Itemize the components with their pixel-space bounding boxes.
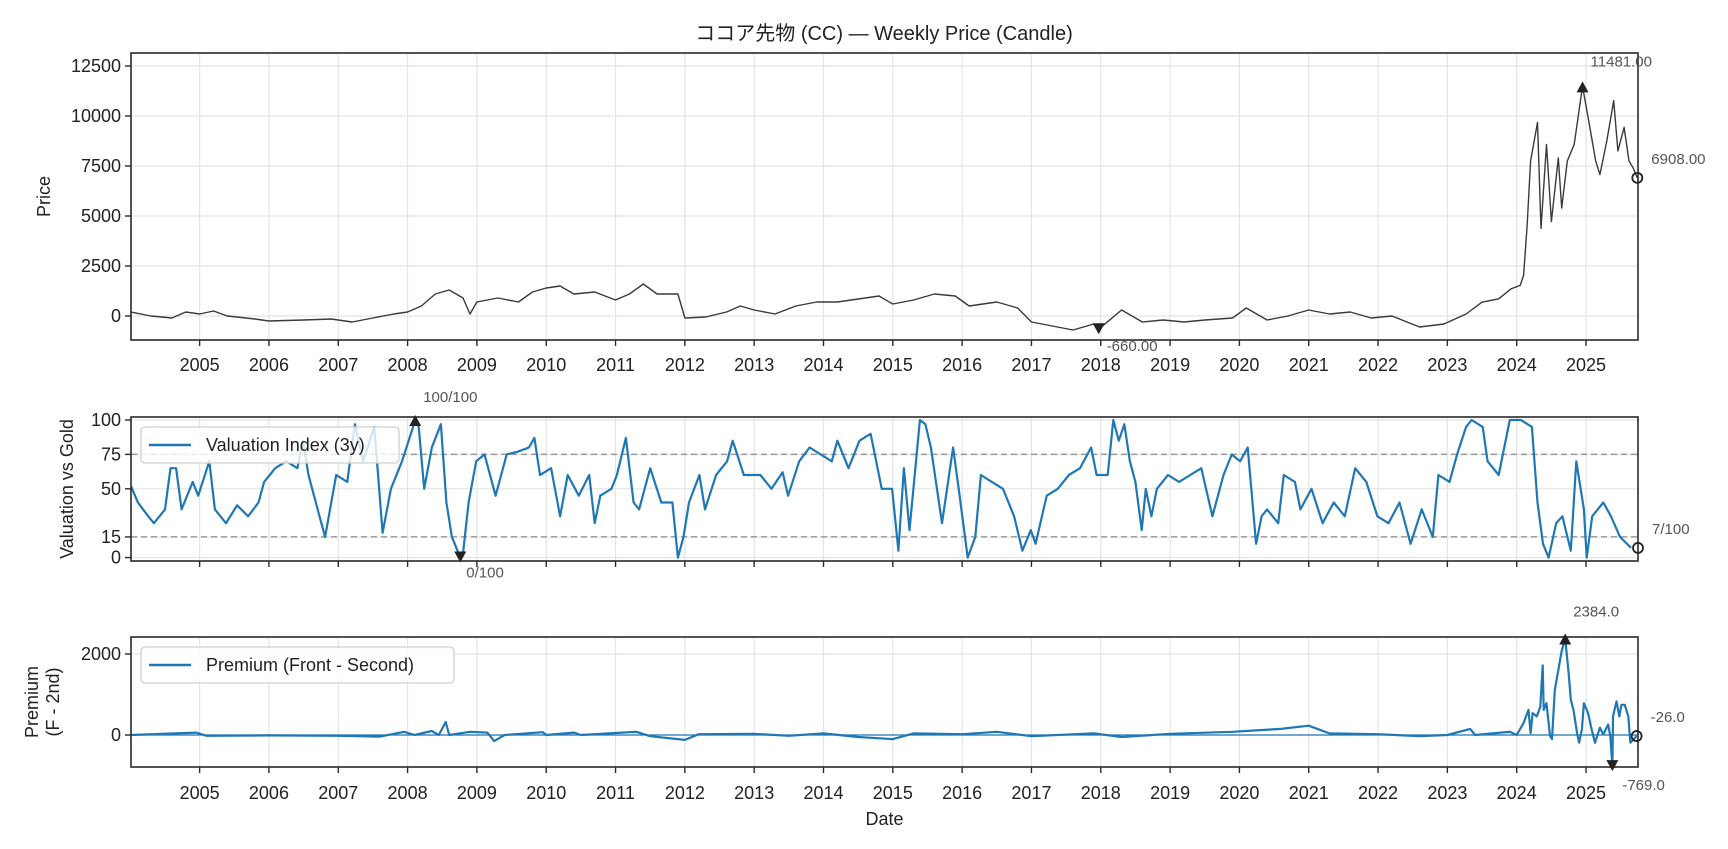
y-tick-label: 0 <box>111 548 121 568</box>
price-series-line <box>131 85 1638 331</box>
y-tick-label: 15 <box>101 527 121 547</box>
x-tick-label: 2005 <box>180 355 220 375</box>
x-tick-label: 2013 <box>734 783 774 803</box>
legend-label: Valuation Index (3y) <box>206 435 365 455</box>
last-value-marker-circle-icon <box>1630 730 1643 742</box>
y-tick-label: 0 <box>111 306 121 326</box>
y-tick-label: 7500 <box>81 156 121 176</box>
legend-label: Premium (Front - Second) <box>206 655 414 675</box>
legend-box <box>140 646 455 684</box>
min-annotation-label: -660.00 <box>1107 338 1158 355</box>
x-tick-label: 2011 <box>596 355 635 375</box>
y-tick-label: 100 <box>91 410 121 430</box>
x-tick-label: 2018 <box>1081 355 1121 375</box>
x-tick-label: 2017 <box>1011 355 1051 375</box>
last-annotation-label: -26.0 <box>1651 709 1685 726</box>
x-tick-label: 2011 <box>596 783 635 803</box>
max-annotation-label: 100/100 <box>423 389 477 406</box>
y-axis-label: Premium <box>22 666 42 738</box>
x-tick-label: 2020 <box>1219 783 1259 803</box>
x-tick-label: 2010 <box>526 783 566 803</box>
x-tick-label: 2012 <box>665 355 705 375</box>
x-tick-label: 2007 <box>318 355 358 375</box>
y-tick-label: 10000 <box>71 106 121 126</box>
last-value-marker-circle-icon <box>1632 542 1644 554</box>
x-tick-label: 2018 <box>1081 783 1121 803</box>
x-tick-label: 2012 <box>665 783 705 803</box>
y-tick-label: 12500 <box>71 56 121 76</box>
max-annotation-label: 11481.00 <box>1591 53 1652 70</box>
premium-series-line <box>131 637 1638 767</box>
x-tick-label: 2006 <box>249 355 289 375</box>
y-tick-label: 75 <box>101 444 121 464</box>
x-axis-label: Date <box>865 809 903 829</box>
x-tick-label: 2021 <box>1289 783 1329 803</box>
y-tick-label: 2000 <box>81 644 121 664</box>
price-panel: 0 2500 5000 7500 10000 12500 2005 2006 2007 2008 2… <box>34 52 1706 375</box>
x-tick-label: 2006 <box>249 783 289 803</box>
y-axis-label: (F - 2nd) <box>43 667 63 736</box>
x-tick-label: 2016 <box>942 355 982 375</box>
x-tick-label: 2010 <box>526 355 566 375</box>
max-marker-triangle-up-icon <box>1576 81 1589 93</box>
x-tick-label: 2025 <box>1566 783 1606 803</box>
y-axis-label: Valuation vs Gold <box>57 419 77 559</box>
legend-box <box>140 426 400 464</box>
x-tick-label: 2009 <box>457 355 497 375</box>
x-tick-label: 2025 <box>1566 355 1606 375</box>
x-tick-label: 2008 <box>388 783 428 803</box>
x-tick-label: 2016 <box>942 783 982 803</box>
x-tick-label: 2019 <box>1150 783 1190 803</box>
axes-frame <box>130 52 1639 341</box>
x-tick-label: 2020 <box>1219 355 1259 375</box>
x-tick-label: 2014 <box>803 783 843 803</box>
chart-title: ココア先物 (CC) — Weekly Price (Candle) <box>695 22 1072 45</box>
x-tick-label: 2015 <box>873 355 913 375</box>
premium-panel: 0 2000 2005 2006 2007 2008 2009 2010 2011 2012 201… <box>22 603 1685 829</box>
x-tick-label: 2009 <box>457 783 497 803</box>
x-tick-label: 2007 <box>318 783 358 803</box>
last-annotation-label: 7/100 <box>1652 521 1690 538</box>
x-tick-label: 2014 <box>803 355 843 375</box>
y-axis-label: Price <box>34 176 54 217</box>
max-marker-triangle-up-icon <box>409 415 422 427</box>
y-tick-label: 0 <box>111 725 121 745</box>
max-marker-triangle-up-icon <box>1559 633 1572 645</box>
last-annotation-label: 6908.00 <box>1651 151 1705 168</box>
x-tick-label: 2015 <box>873 783 913 803</box>
x-tick-label: 2021 <box>1289 355 1329 375</box>
min-annotation-label: 0/100 <box>466 565 504 582</box>
x-tick-label: 2008 <box>388 355 428 375</box>
y-tick-label: 2500 <box>81 256 121 276</box>
x-tick-label: 2005 <box>180 783 220 803</box>
axes-frame <box>130 636 1639 768</box>
min-marker-triangle-down-icon <box>454 551 467 563</box>
y-tick-label: 50 <box>101 479 121 499</box>
x-tick-label: 2023 <box>1427 783 1467 803</box>
x-tick-label: 2019 <box>1150 355 1190 375</box>
x-tick-label: 2024 <box>1497 355 1537 375</box>
x-tick-label: 2023 <box>1427 355 1467 375</box>
x-tick-label: 2024 <box>1497 783 1537 803</box>
y-tick-label: 5000 <box>81 206 121 226</box>
x-tick-label: 2022 <box>1358 355 1398 375</box>
min-marker-triangle-down-icon <box>1092 323 1105 335</box>
x-tick-label: 2022 <box>1358 783 1398 803</box>
x-tick-label: 2013 <box>734 355 774 375</box>
min-annotation-label: -769.0 <box>1622 777 1665 794</box>
max-annotation-label: 2384.0 <box>1573 603 1619 620</box>
x-tick-label: 2017 <box>1011 783 1051 803</box>
min-marker-triangle-down-icon <box>1606 760 1619 772</box>
last-value-marker-circle-icon <box>1631 171 1644 184</box>
